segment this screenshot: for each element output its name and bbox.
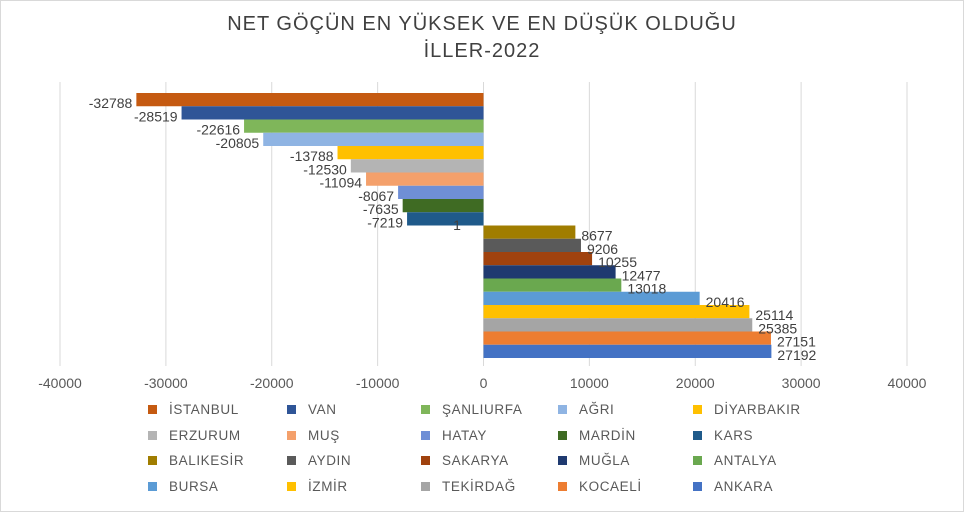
- bar-TEKİRDAĞ: [483, 318, 753, 332]
- legend-swatch-DİYARBAKIR: [693, 405, 702, 414]
- legend-label-İSTANBUL: İSTANBUL: [169, 402, 239, 417]
- bar-KARS: [407, 212, 484, 226]
- legend-swatch-KARS: [693, 431, 702, 440]
- data-label-KARS: -7219: [367, 214, 403, 230]
- data-label-TEKİRDAĞ: 25385: [758, 320, 797, 336]
- bar-ANKARA: [483, 344, 772, 358]
- bar-VAN: [181, 106, 484, 120]
- legend-label-MUŞ: MUŞ: [308, 428, 340, 443]
- data-label-AYDIN: 9206: [587, 241, 618, 257]
- legend-label-ANTALYA: ANTALYA: [714, 453, 777, 468]
- x-tick-label: -40000: [38, 375, 82, 391]
- legend-label-KARS: KARS: [714, 428, 753, 443]
- bar-BALIKESİR: [483, 225, 576, 239]
- legend-swatch-ANTALYA: [693, 456, 702, 465]
- legend-swatch-AĞRI: [558, 405, 567, 414]
- bar-KOCAELİ: [483, 331, 771, 345]
- legend-swatch-VAN: [287, 405, 296, 414]
- legend-swatch-SAKARYA: [421, 456, 430, 465]
- legend-label-MARDİN: MARDİN: [579, 428, 636, 443]
- bar-MUŞ: [366, 172, 484, 186]
- bar-İZMİR: [483, 305, 750, 319]
- data-label-MARDİN: -7635: [363, 201, 399, 217]
- bar-MARDİN: [402, 199, 484, 213]
- legend-label-AYDIN: AYDIN: [308, 453, 351, 468]
- data-label-DİYARBAKIR: -13788: [290, 148, 334, 164]
- x-tick-label: 40000: [888, 375, 927, 391]
- legend-swatch-İSTANBUL: [148, 405, 157, 414]
- chart-title-line1: NET GÖÇÜN EN YÜKSEK VE EN DÜŞÜK OLDUĞU: [227, 12, 737, 35]
- legend-swatch-BURSA: [148, 482, 157, 491]
- data-label-ERZURUM: -12530: [303, 161, 347, 177]
- data-label-MUŞ: -11094: [319, 175, 362, 191]
- legend: İSTANBUL VAN ŞANLIURFA AĞRI DİYARBAKIR ERZURU…: [148, 402, 801, 494]
- bar-AĞRI: [263, 132, 484, 146]
- legend-swatch-ANKARA: [693, 482, 702, 491]
- x-tick-label: -30000: [144, 375, 188, 391]
- x-tick-label: 30000: [782, 375, 821, 391]
- legend-swatch-MARDİN: [558, 431, 567, 440]
- data-label-VAN: -28519: [134, 108, 178, 124]
- legend-label-HATAY: HATAY: [442, 428, 487, 443]
- legend-label-ANKARA: ANKARA: [714, 479, 773, 494]
- stray-label: 1: [453, 217, 461, 233]
- legend-swatch-TEKİRDAĞ: [421, 482, 430, 491]
- legend-swatch-MUĞLA: [558, 456, 567, 465]
- x-tick-label: -20000: [250, 375, 294, 391]
- bar-ANTALYA: [483, 278, 622, 292]
- data-labels: -32788-28519 -22616-20805 -13788-12530-110…: [89, 95, 817, 363]
- legend-label-DİYARBAKIR: DİYARBAKIR: [714, 402, 801, 417]
- legend-label-ERZURUM: ERZURUM: [169, 428, 241, 443]
- bar-ERZURUM: [350, 159, 484, 173]
- bar-BURSA: [483, 291, 700, 305]
- x-axis-ticks: -40000 -30000 -20000 -10000 0 10000 20000 30000…: [38, 375, 926, 391]
- data-label-İSTANBUL: -32788: [89, 95, 133, 111]
- bar-MUĞLA: [483, 265, 616, 279]
- data-label-BALIKESİR: 8677: [581, 228, 612, 244]
- legend-swatch-BALIKESİR: [148, 456, 157, 465]
- bars: [136, 93, 772, 358]
- bar-İSTANBUL: [136, 93, 484, 107]
- legend-swatch-ERZURUM: [148, 431, 157, 440]
- legend-label-VAN: VAN: [308, 402, 337, 417]
- legend-label-MUĞLA: MUĞLA: [579, 453, 630, 468]
- x-tick-label: 10000: [570, 375, 609, 391]
- data-label-HATAY: -8067: [358, 188, 394, 204]
- legend-label-BALIKESİR: BALIKESİR: [169, 453, 244, 468]
- data-label-ANTALYA: 13018: [627, 281, 666, 297]
- legend-label-AĞRI: AĞRI: [579, 402, 614, 417]
- legend-swatch-KOCAELİ: [558, 482, 567, 491]
- legend-label-SAKARYA: SAKARYA: [442, 453, 509, 468]
- data-label-BURSA: 20416: [706, 294, 745, 310]
- data-label-ŞANLIURFA: -22616: [196, 122, 240, 138]
- data-label-İZMİR: 25114: [755, 307, 793, 323]
- x-tick-label: 0: [480, 375, 488, 391]
- bar-HATAY: [398, 185, 484, 199]
- legend-label-İZMİR: İZMİR: [308, 479, 348, 494]
- legend-swatch-ŞANLIURFA: [421, 405, 430, 414]
- data-label-SAKARYA: 10255: [598, 254, 637, 270]
- legend-label-BURSA: BURSA: [169, 479, 219, 494]
- bar-SAKARYA: [483, 252, 593, 266]
- legend-swatch-MUŞ: [287, 431, 296, 440]
- x-tick-label: -10000: [356, 375, 400, 391]
- data-label-KOCAELİ: 27151: [777, 334, 816, 350]
- legend-label-ŞANLIURFA: ŞANLIURFA: [442, 402, 522, 417]
- legend-label-KOCAELİ: KOCAELİ: [579, 479, 642, 494]
- data-label-MUĞLA: 12477: [622, 267, 661, 283]
- bar-DİYARBAKIR: [337, 146, 484, 160]
- x-tick-label: 20000: [676, 375, 715, 391]
- legend-swatch-AYDIN: [287, 456, 296, 465]
- bar-AYDIN: [483, 238, 581, 252]
- legend-swatch-HATAY: [421, 431, 430, 440]
- data-label-ANKARA: 27192: [777, 347, 816, 363]
- chart-title-line2: İLLER-2022: [424, 39, 541, 62]
- bar-ŞANLIURFA: [244, 119, 484, 133]
- legend-label-TEKİRDAĞ: TEKİRDAĞ: [442, 479, 516, 494]
- legend-swatch-İZMİR: [287, 482, 296, 491]
- data-label-AĞRI: -20805: [216, 135, 260, 151]
